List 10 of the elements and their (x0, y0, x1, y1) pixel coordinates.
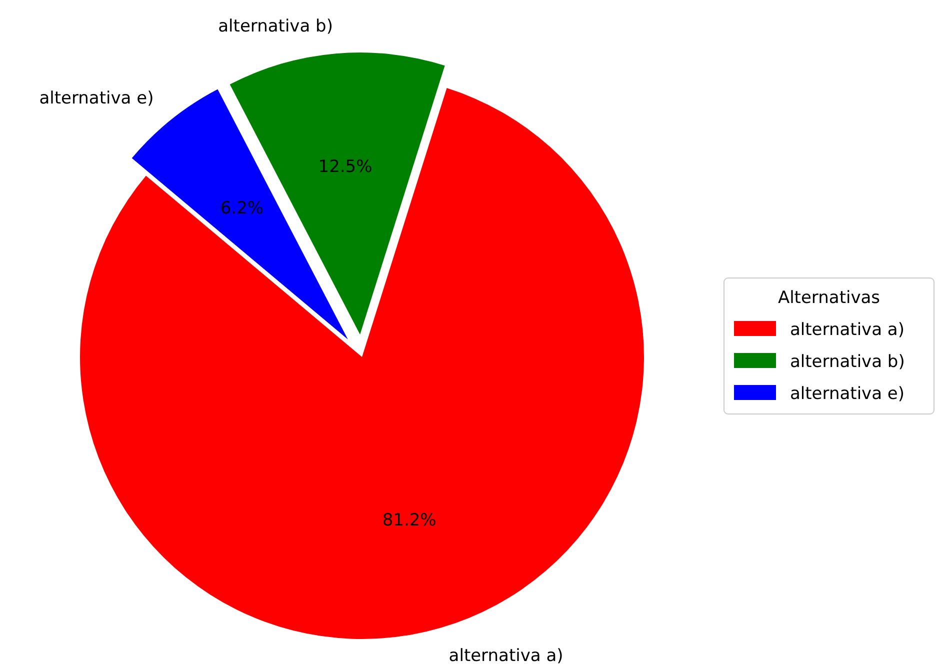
data-label: 81.2% (382, 510, 436, 530)
data-label: 6.2% (220, 198, 264, 218)
slice-label: alternativa a) (448, 646, 564, 666)
data-label: 12.5% (318, 156, 372, 177)
legend-label: alternativa b) (790, 352, 905, 372)
legend-label: alternativa e) (790, 384, 905, 404)
legend-label: alternativa a) (790, 320, 904, 340)
slice-label: alternativa e) (39, 88, 154, 108)
slice-label: alternativa b) (218, 16, 333, 36)
legend-title: Alternativas (778, 288, 880, 308)
